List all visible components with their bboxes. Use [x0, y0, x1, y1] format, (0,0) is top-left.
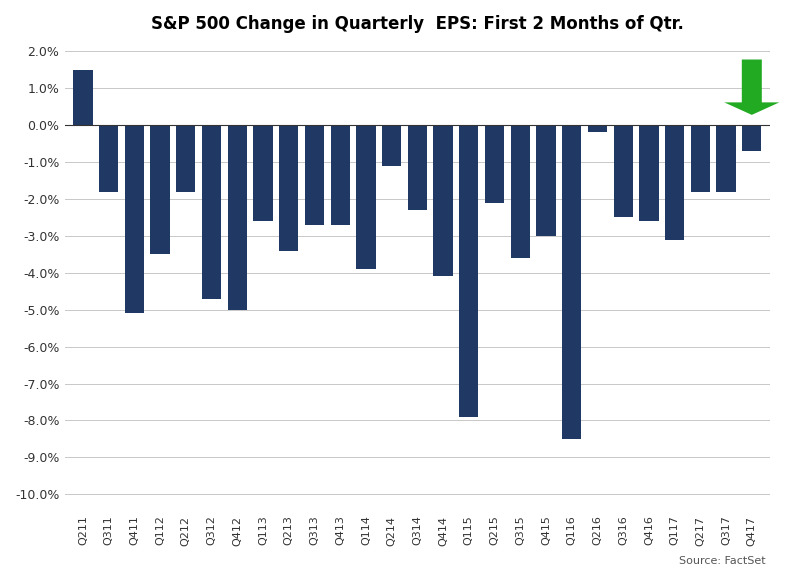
Bar — [176, 125, 196, 192]
Bar — [510, 125, 530, 258]
Bar — [73, 70, 92, 125]
Bar — [279, 125, 298, 251]
Title: S&P 500 Change in Quarterly  EPS: First 2 Months of Qtr.: S&P 500 Change in Quarterly EPS: First 2… — [151, 15, 684, 33]
Bar — [665, 125, 684, 240]
Bar — [253, 125, 273, 221]
Bar — [151, 125, 170, 255]
Bar — [408, 125, 427, 210]
Bar — [433, 125, 453, 276]
Bar — [305, 125, 324, 225]
Bar — [382, 125, 402, 166]
Bar — [357, 125, 376, 269]
Bar — [485, 125, 504, 202]
Bar — [125, 125, 144, 313]
Bar — [716, 125, 735, 192]
Bar — [99, 125, 118, 192]
Bar — [331, 125, 350, 225]
Bar — [639, 125, 659, 221]
Bar — [562, 125, 581, 439]
Bar — [614, 125, 633, 217]
Bar — [202, 125, 221, 299]
Bar — [459, 125, 478, 417]
Bar — [588, 125, 607, 133]
Text: Source: FactSet: Source: FactSet — [679, 557, 765, 566]
Bar — [228, 125, 247, 309]
Bar — [742, 125, 761, 151]
Bar — [690, 125, 710, 192]
Bar — [537, 125, 555, 236]
